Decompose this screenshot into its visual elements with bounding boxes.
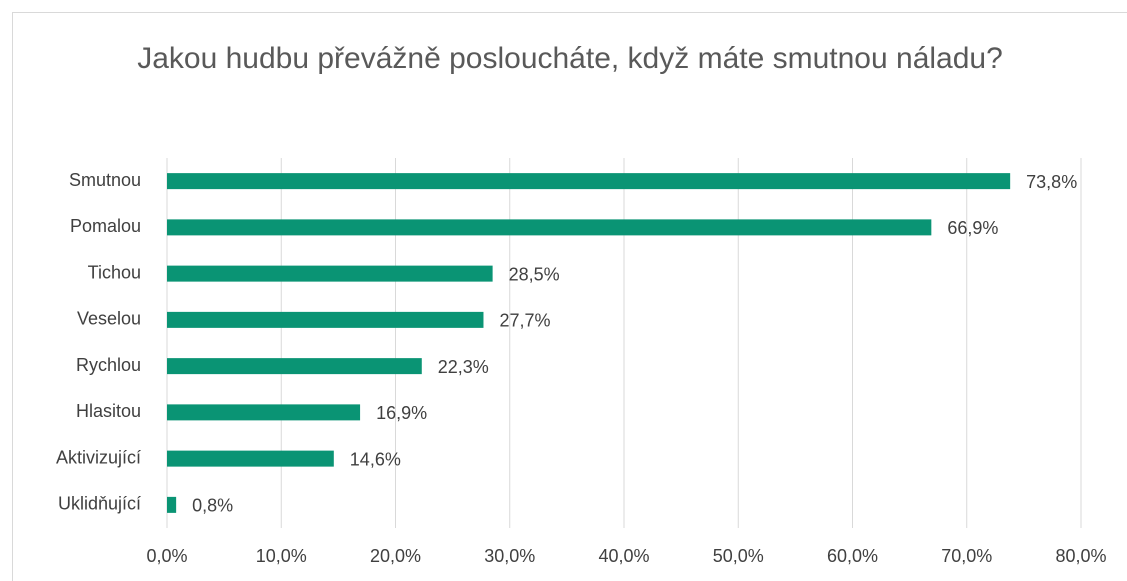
bar — [167, 358, 422, 375]
data-label: 0,8% — [192, 496, 233, 516]
y-tick-label: Aktivizující — [56, 447, 141, 467]
y-tick-label: Pomalou — [70, 216, 141, 236]
chart-title: Jakou hudbu převážně posloucháte, když m… — [137, 42, 1003, 75]
bar — [167, 265, 493, 282]
bar — [167, 219, 932, 236]
x-tick-label: 20,0% — [370, 546, 421, 566]
y-tick-label: Smutnou — [69, 170, 141, 190]
y-tick-label: Veselou — [77, 309, 141, 329]
chart-border — [12, 12, 1127, 581]
x-tick-label: 80,0% — [1055, 546, 1106, 566]
y-tick-label: Tichou — [88, 262, 141, 282]
x-tick-label: 70,0% — [941, 546, 992, 566]
data-label: 27,7% — [499, 311, 550, 331]
bar — [167, 311, 484, 328]
data-label: 14,6% — [350, 449, 401, 469]
bar — [167, 450, 334, 467]
y-tick-label: Hlasitou — [76, 401, 141, 421]
x-tick-label: 40,0% — [598, 546, 649, 566]
x-tick-label: 10,0% — [256, 546, 307, 566]
data-label: 16,9% — [376, 403, 427, 423]
data-label: 22,3% — [438, 357, 489, 377]
data-label: 28,5% — [509, 264, 560, 284]
x-tick-label: 0,0% — [146, 546, 187, 566]
y-tick-label: Uklidňující — [58, 494, 141, 514]
data-label: 73,8% — [1026, 172, 1077, 192]
data-label: 66,9% — [947, 218, 998, 238]
x-tick-label: 50,0% — [713, 546, 764, 566]
y-tick-label: Rychlou — [76, 355, 141, 375]
bar — [167, 404, 361, 421]
bar — [167, 173, 1011, 190]
bar — [167, 496, 177, 513]
x-tick-label: 60,0% — [827, 546, 878, 566]
x-tick-label: 30,0% — [484, 546, 535, 566]
